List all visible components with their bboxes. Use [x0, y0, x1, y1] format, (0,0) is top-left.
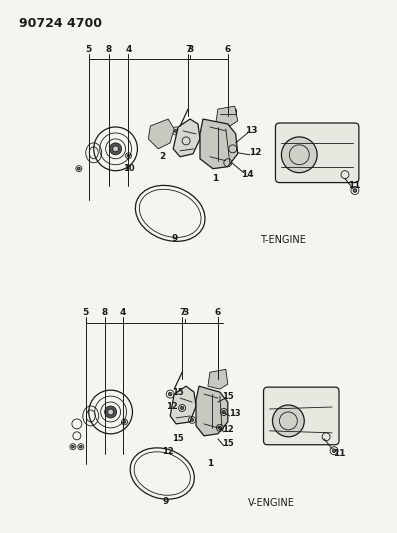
Text: 9: 9: [172, 233, 178, 243]
Circle shape: [281, 137, 317, 173]
Text: 9: 9: [162, 497, 168, 506]
Text: 3: 3: [187, 45, 193, 54]
Text: 4: 4: [119, 308, 126, 317]
Circle shape: [222, 410, 225, 414]
Text: 13: 13: [245, 126, 258, 135]
Text: 6: 6: [215, 308, 221, 317]
Circle shape: [332, 449, 336, 453]
Text: 1: 1: [207, 459, 213, 468]
Polygon shape: [200, 119, 238, 168]
Circle shape: [218, 426, 222, 430]
Text: 90724 4700: 90724 4700: [19, 17, 102, 30]
Text: 5: 5: [83, 308, 89, 317]
Text: 11: 11: [333, 449, 345, 458]
Text: T-ENGINE: T-ENGINE: [260, 235, 305, 245]
Polygon shape: [170, 386, 196, 424]
Circle shape: [272, 405, 304, 437]
Text: 13: 13: [229, 409, 241, 418]
Polygon shape: [196, 386, 228, 436]
Text: 14: 14: [241, 170, 254, 179]
Text: 12: 12: [166, 401, 178, 410]
Text: 3: 3: [182, 308, 188, 317]
FancyBboxPatch shape: [276, 123, 359, 183]
Circle shape: [77, 167, 80, 170]
Polygon shape: [148, 119, 174, 149]
Circle shape: [174, 129, 178, 133]
Text: 11: 11: [348, 181, 360, 190]
Circle shape: [123, 421, 126, 423]
Text: 2: 2: [159, 152, 166, 161]
Circle shape: [191, 418, 194, 422]
Text: 15: 15: [222, 392, 234, 401]
Text: 1: 1: [212, 174, 218, 183]
Text: 8: 8: [102, 308, 108, 317]
Text: 5: 5: [86, 45, 92, 54]
Circle shape: [105, 406, 117, 418]
Text: 6: 6: [225, 45, 231, 54]
Text: V-ENGINE: V-ENGINE: [248, 498, 295, 508]
Circle shape: [110, 143, 121, 155]
Circle shape: [168, 392, 172, 396]
Circle shape: [127, 155, 130, 157]
Text: 8: 8: [106, 45, 112, 54]
Text: 15: 15: [172, 387, 184, 397]
Circle shape: [353, 189, 357, 192]
Bar: [220, 109, 236, 119]
Text: 7: 7: [185, 45, 191, 54]
Polygon shape: [173, 119, 200, 157]
Circle shape: [71, 446, 74, 448]
Circle shape: [108, 409, 114, 415]
Circle shape: [181, 407, 184, 409]
Circle shape: [113, 146, 119, 152]
Text: 15: 15: [172, 434, 184, 443]
Text: 12: 12: [249, 148, 262, 157]
FancyBboxPatch shape: [264, 387, 339, 445]
Text: 12: 12: [222, 425, 234, 434]
Polygon shape: [216, 106, 238, 126]
Text: 7: 7: [179, 308, 185, 317]
Text: 4: 4: [125, 45, 132, 54]
Text: 12: 12: [162, 447, 174, 456]
Text: 15: 15: [222, 439, 234, 448]
Text: 10: 10: [123, 164, 134, 173]
Polygon shape: [208, 369, 228, 389]
Circle shape: [79, 446, 82, 448]
